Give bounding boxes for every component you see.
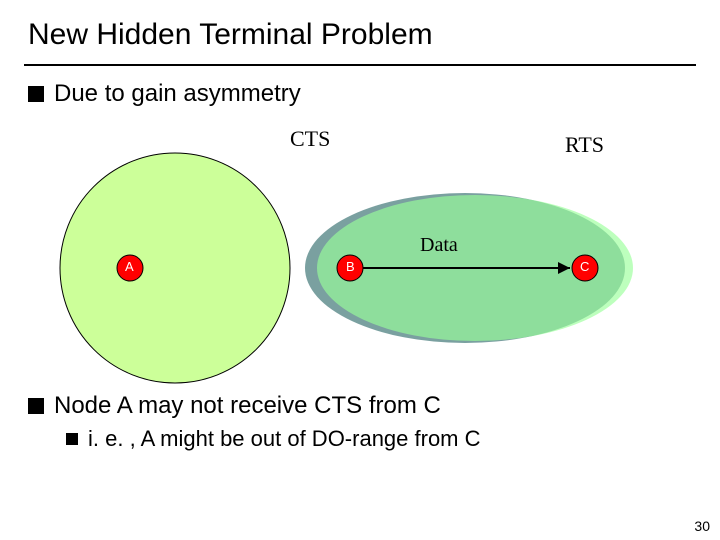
bullet-1-text: Due to gain asymmetry — [54, 80, 301, 108]
page-number: 30 — [694, 518, 710, 534]
bullet-2-text: Node A may not receive CTS from C — [54, 392, 441, 420]
page-title: New Hidden Terminal Problem — [0, 0, 720, 60]
cts-range-circle — [60, 153, 290, 383]
node-b-label: B — [346, 259, 355, 274]
bullet-1: Due to gain asymmetry — [0, 80, 720, 108]
rts-label: RTS — [565, 132, 604, 158]
title-underline — [24, 64, 696, 66]
bullet-square-icon — [28, 86, 44, 102]
node-a-label: A — [125, 259, 134, 274]
diagram-area: CTS RTS Data A B C — [0, 118, 720, 388]
node-c-label: C — [580, 259, 589, 274]
sub-bullet-square-icon — [66, 433, 78, 445]
sub-bullet: i. e. , A might be out of DO-range from … — [0, 426, 720, 452]
bullet-square-icon — [28, 398, 44, 414]
bullet-2: Node A may not receive CTS from C — [0, 392, 720, 420]
diagram-svg — [0, 118, 720, 388]
data-label: Data — [420, 234, 458, 257]
sub-bullet-text: i. e. , A might be out of DO-range from … — [88, 426, 481, 452]
cts-label: CTS — [290, 126, 330, 152]
